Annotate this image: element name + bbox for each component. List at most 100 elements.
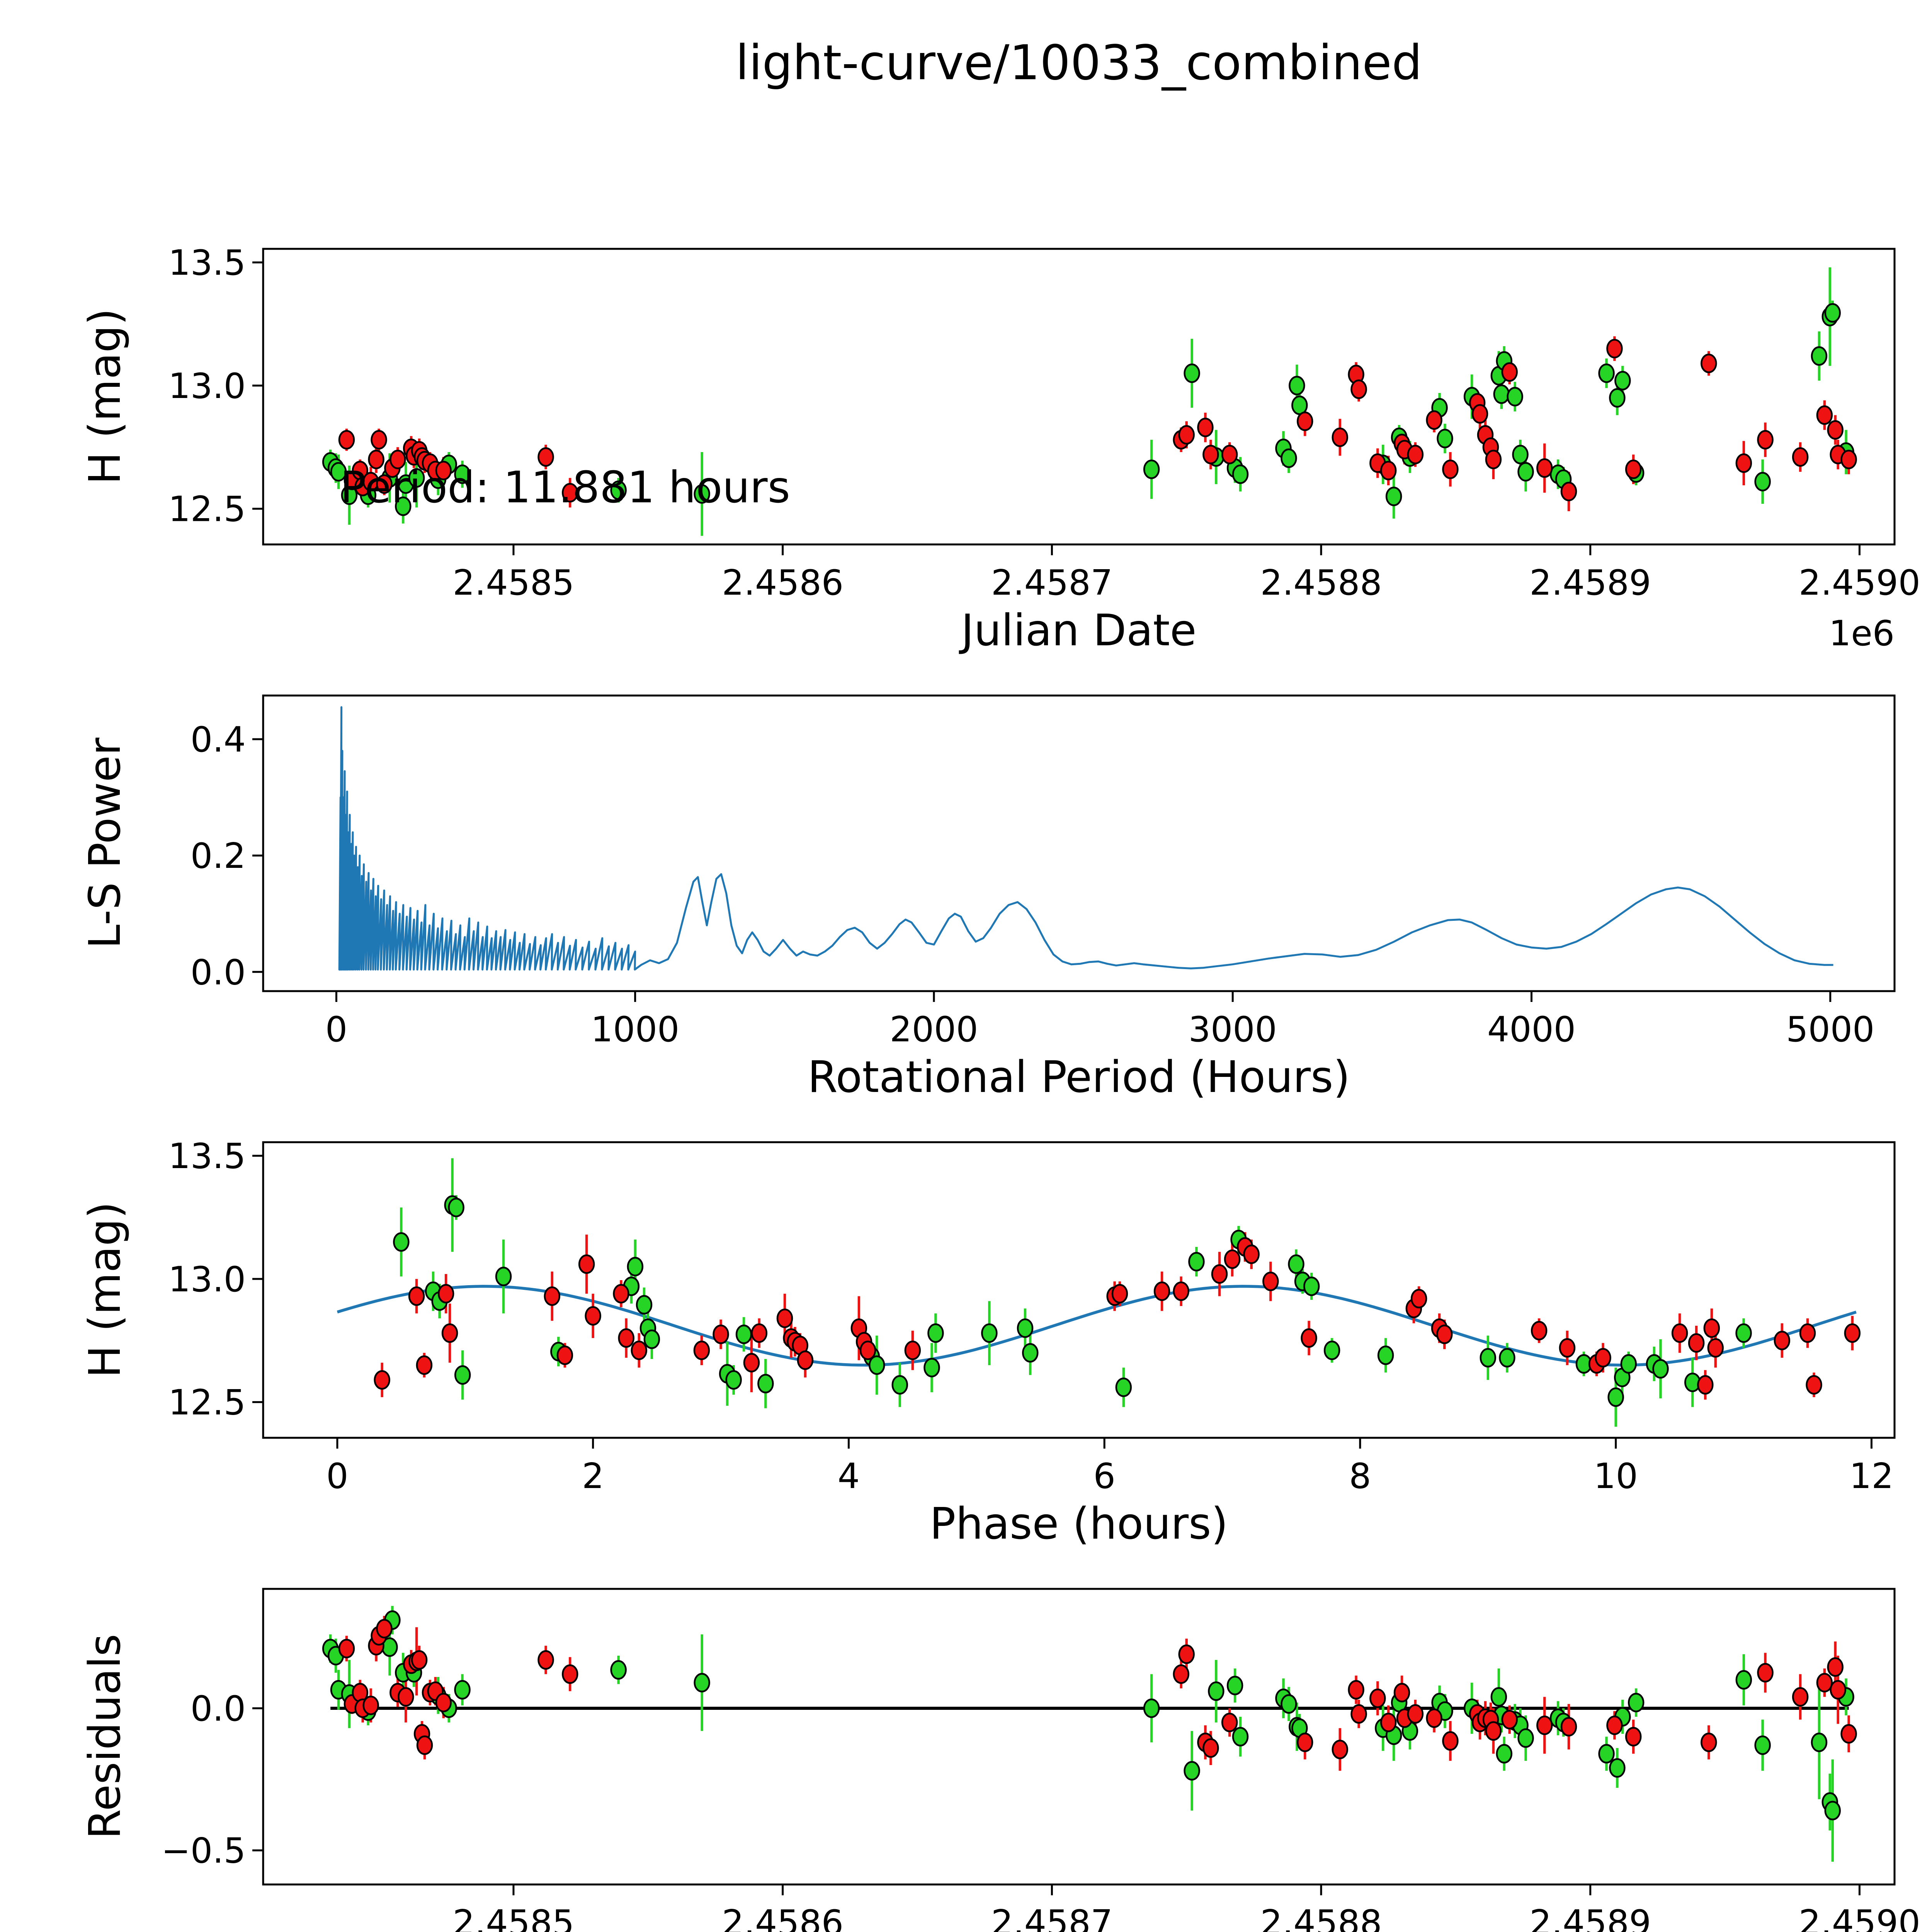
- p2-y-tick-label: 0.4: [190, 719, 246, 760]
- p3-data-point: [1703, 1318, 1720, 1338]
- p3-data-point: [1671, 1323, 1688, 1343]
- p2-plot-frame: [262, 694, 1896, 992]
- p3-data-point: [713, 1325, 729, 1344]
- p3-data-point: [1688, 1333, 1705, 1353]
- p4-data-point: [1442, 1731, 1459, 1751]
- p3-data-point: [393, 1232, 410, 1252]
- p4-data-point: [1628, 1692, 1645, 1713]
- p1-data-point: [1501, 362, 1518, 382]
- p1-data-point: [1757, 430, 1774, 450]
- p3-y-tick-label: 13.5: [168, 1136, 246, 1177]
- p2-y-axis-label: L-S Power: [80, 737, 130, 949]
- p3-data-point: [751, 1323, 768, 1343]
- p3-data-point: [1697, 1375, 1714, 1395]
- p1-data-point: [1437, 429, 1453, 449]
- p1-data-point: [376, 474, 393, 494]
- p4-x-tick-label: 2.4588: [1260, 1903, 1382, 1932]
- p3-data-point: [1652, 1359, 1669, 1379]
- p4-data-point: [435, 1692, 452, 1713]
- p1-data-point: [1296, 412, 1313, 431]
- p1-data-point: [1184, 363, 1200, 383]
- p2-x-tick-label: 0: [325, 1009, 347, 1050]
- p2-x-tick-label: 3000: [1189, 1009, 1277, 1050]
- p3-data-point: [1262, 1271, 1279, 1291]
- p3-data-point: [1707, 1338, 1724, 1358]
- p3-data-point: [757, 1374, 774, 1393]
- p4-data-point: [1496, 1744, 1513, 1764]
- p3-data-point: [1303, 1276, 1320, 1296]
- p1-data-point: [1735, 453, 1752, 473]
- p4-data-point: [1816, 1673, 1833, 1692]
- p3-data-point: [1173, 1281, 1189, 1301]
- p4-data-point: [1811, 1732, 1828, 1752]
- p3-data-point: [1595, 1348, 1611, 1368]
- p3-data-point: [1799, 1323, 1816, 1343]
- p4-data-point: [376, 1619, 393, 1639]
- p1-data-point: [537, 447, 554, 467]
- p4-data-point: [338, 1639, 355, 1658]
- p4-data-point: [1202, 1738, 1219, 1758]
- p3-data-point: [1111, 1284, 1128, 1304]
- p4-data-point: [1208, 1681, 1225, 1701]
- p3-data-point: [1410, 1289, 1427, 1309]
- p1-data-point: [1332, 427, 1349, 447]
- p1-x-tick-label: 2.4589: [1529, 563, 1651, 603]
- p3-data-point: [495, 1267, 512, 1286]
- p4-data-point: [1824, 1801, 1841, 1820]
- p3-x-tick-label: 0: [326, 1456, 348, 1497]
- p1-data-point: [1536, 458, 1553, 478]
- p1-axis-offset-label: 1e6: [1829, 613, 1895, 654]
- p1-data-point: [1512, 445, 1529, 464]
- p1-data-point: [610, 480, 627, 500]
- p4-data-point: [1178, 1644, 1195, 1664]
- p2-x-tick-label: 2000: [889, 1009, 978, 1050]
- p1-data-point: [1221, 445, 1238, 464]
- p3-data-point: [1377, 1345, 1394, 1365]
- p4-data-point: [1598, 1744, 1615, 1764]
- p3-data-point: [408, 1286, 425, 1306]
- periodogram-curve: [338, 706, 1833, 971]
- p3-data-point: [1022, 1343, 1039, 1363]
- p1-y-axis-label: H (mag): [80, 308, 130, 485]
- p4-data-point: [694, 1673, 710, 1692]
- p4-y-tick-label: −0.5: [161, 1831, 246, 1871]
- p1-data-point: [1291, 395, 1308, 415]
- p3-data-point: [1735, 1323, 1752, 1343]
- p3-y-axis-label: H (mag): [80, 1202, 130, 1378]
- p1-data-point: [330, 462, 347, 482]
- p4-data-point: [1757, 1663, 1774, 1683]
- p3-plot-frame: [262, 1141, 1896, 1439]
- p3-data-point: [1559, 1338, 1576, 1358]
- p3-data-point: [631, 1340, 648, 1360]
- p3-data-point: [797, 1350, 814, 1370]
- p4-y-tick-label: 0.0: [190, 1689, 246, 1729]
- p4-data-point: [1501, 1710, 1518, 1730]
- p1-x-axis-label: Julian Date: [959, 605, 1196, 656]
- p4-data-point: [1517, 1728, 1534, 1748]
- p4-data-point: [1792, 1687, 1809, 1707]
- p4-data-point: [1348, 1680, 1364, 1700]
- p3-data-point: [1243, 1244, 1260, 1264]
- p2-x-tick-label: 1000: [591, 1009, 679, 1050]
- p4-data-point: [1609, 1758, 1626, 1778]
- p1-data-point: [1625, 459, 1642, 479]
- panel-p4: 2.4585 2.4586 2.4587 2.4588 2.4589 2.4590 0.0 −…: [161, 1588, 1920, 1932]
- p3-x-tick-label: 6: [1094, 1456, 1116, 1497]
- p3-data-point: [891, 1375, 908, 1395]
- p3-data-point: [585, 1306, 601, 1326]
- p2-y-tick-label: 0.2: [190, 836, 246, 876]
- p4-y-axis-label: Residuals: [80, 1634, 130, 1839]
- p4-data-point: [1625, 1727, 1642, 1747]
- p1-data-point: [1232, 464, 1249, 484]
- p4-data-point: [561, 1664, 578, 1684]
- figure-title: light-curve/10033_combined: [736, 35, 1422, 91]
- p3-y-tick-label: 12.5: [168, 1383, 246, 1423]
- p3-data-point: [743, 1353, 760, 1372]
- p1-data-point: [1426, 410, 1442, 430]
- p4-data-point: [1380, 1713, 1397, 1732]
- p1-data-point: [1507, 387, 1523, 406]
- p3-data-point: [1224, 1249, 1241, 1269]
- p1-data-point: [561, 483, 578, 503]
- p3-data-point: [437, 1284, 454, 1304]
